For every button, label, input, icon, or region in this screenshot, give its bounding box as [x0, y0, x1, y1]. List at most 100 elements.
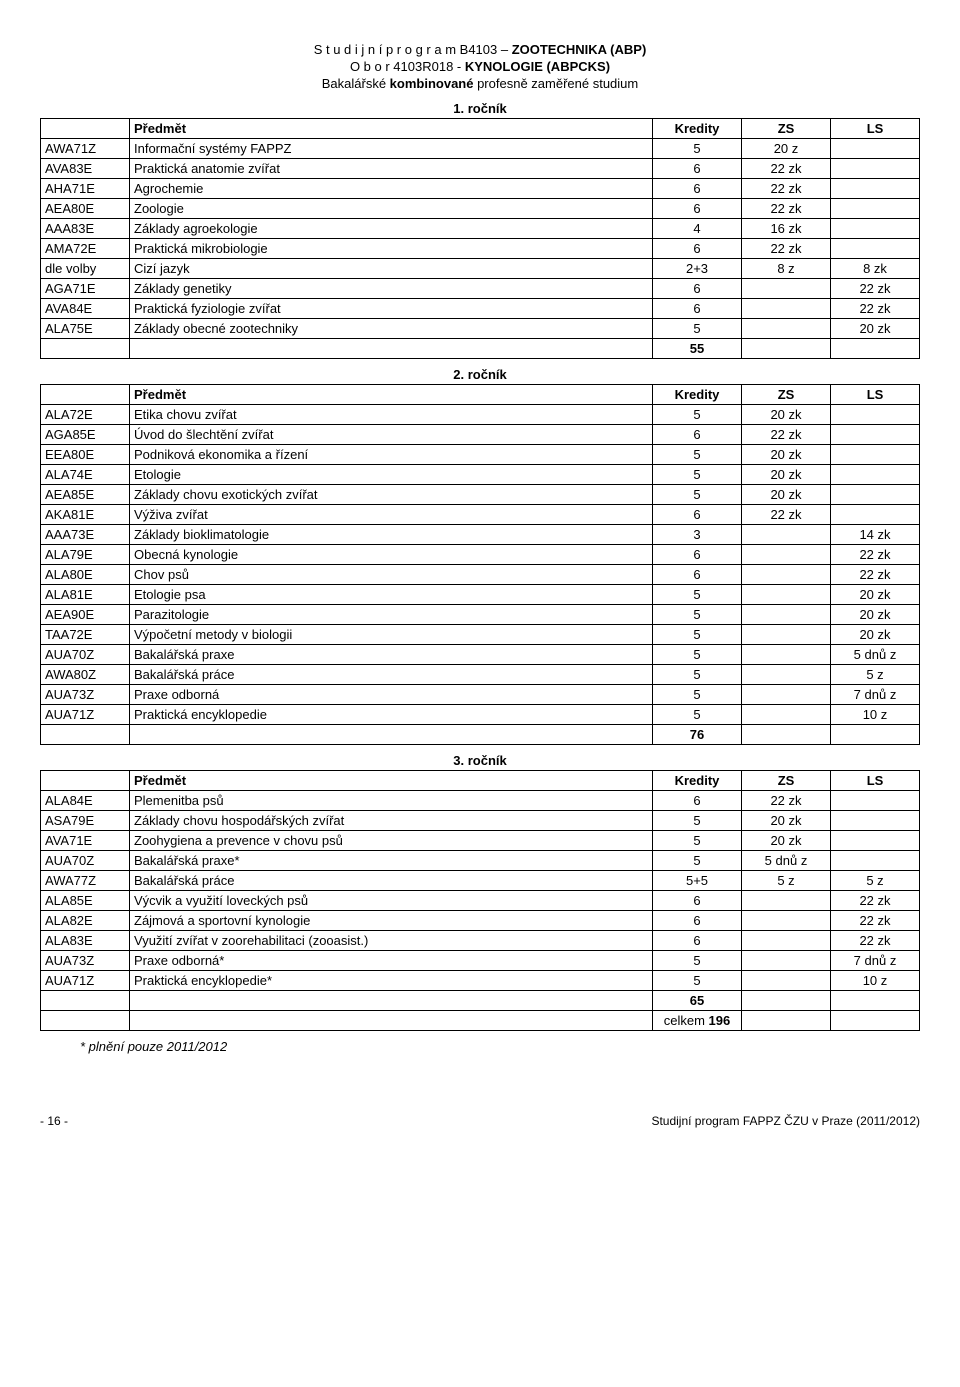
- table-cell: 22 zk: [742, 505, 831, 525]
- grand-total-label: celkem: [664, 1013, 709, 1028]
- footnote: * plnění pouze 2011/2012: [80, 1039, 920, 1054]
- table-header-row: Předmět Kredity ZS LS: [41, 119, 920, 139]
- table-cell: Výpočetní metody v biologii: [130, 625, 653, 645]
- table-row: AUA73ZPraxe odborná*57 dnů z: [41, 951, 920, 971]
- table-row: ALA81EEtologie psa520 zk: [41, 585, 920, 605]
- table-cell: [831, 405, 920, 425]
- table-cell: 6: [653, 299, 742, 319]
- table-row: AAA73EZáklady bioklimatologie314 zk: [41, 525, 920, 545]
- table-cell: Zoologie: [130, 199, 653, 219]
- table-cell: 6: [653, 159, 742, 179]
- table-cell: [831, 851, 920, 871]
- table-row: AVA83EPraktická anatomie zvířat622 zk: [41, 159, 920, 179]
- table-cell: 5: [653, 605, 742, 625]
- table-cell: EEA80E: [41, 445, 130, 465]
- table-cell: AUA73Z: [41, 951, 130, 971]
- table-row: AUA73ZPraxe odborná57 dnů z: [41, 685, 920, 705]
- table-cell: AVA84E: [41, 299, 130, 319]
- col-ls-header: LS: [831, 119, 920, 139]
- table-cell: 5: [653, 705, 742, 725]
- table-cell: 6: [653, 791, 742, 811]
- table-cell: 10 z: [831, 971, 920, 991]
- header-line2-prefix: O b o r 4103R018 -: [350, 59, 465, 74]
- table-cell: [831, 791, 920, 811]
- page-footer: - 16 - Studijní program FAPPZ ČZU v Praz…: [40, 1114, 920, 1128]
- table-cell: 22 zk: [831, 565, 920, 585]
- table-cell: Základy agroekologie: [130, 219, 653, 239]
- table-row: AWA71ZInformační systémy FAPPZ520 z: [41, 139, 920, 159]
- table-cell: AVA83E: [41, 159, 130, 179]
- table-cell: Výcvik a využití loveckých psů: [130, 891, 653, 911]
- document-header: S t u d i j n í p r o g r a m B4103 – ZO…: [40, 42, 920, 91]
- table-cell: Etologie: [130, 465, 653, 485]
- table-cell: [742, 705, 831, 725]
- table-cell: AVA71E: [41, 831, 130, 851]
- table-cell: 5: [653, 405, 742, 425]
- table-cell: 16 zk: [742, 219, 831, 239]
- table-cell: [742, 931, 831, 951]
- table-cell: [742, 279, 831, 299]
- table-header-row: Předmět Kredity ZS LS: [41, 771, 920, 791]
- table-cell: 20 z: [742, 139, 831, 159]
- table-cell: 7 dnů z: [831, 951, 920, 971]
- table-cell: 8 z: [742, 259, 831, 279]
- year1-total: 55: [653, 339, 742, 359]
- table-cell: Výživa zvířat: [130, 505, 653, 525]
- table-cell: AGA85E: [41, 425, 130, 445]
- table-header-row: Předmět Kredity ZS LS: [41, 385, 920, 405]
- col-code-header: [41, 385, 130, 405]
- table-cell: 20 zk: [742, 465, 831, 485]
- table-cell: ALA82E: [41, 911, 130, 931]
- table-row: AVA84EPraktická fyziologie zvířat622 zk: [41, 299, 920, 319]
- table-cell: 22 zk: [742, 425, 831, 445]
- table-cell: AUA70Z: [41, 851, 130, 871]
- header-line3-b: kombinované: [390, 76, 474, 91]
- table-cell: Praxe odborná: [130, 685, 653, 705]
- table-cell: Úvod do šlechtění zvířat: [130, 425, 653, 445]
- table-cell: Praktická anatomie zvířat: [130, 159, 653, 179]
- table-cell: AEA85E: [41, 485, 130, 505]
- table-cell: [831, 179, 920, 199]
- table-cell: Zoohygiena a prevence v chovu psů: [130, 831, 653, 851]
- table-cell: AWA80Z: [41, 665, 130, 685]
- table-cell: Praktická encyklopedie*: [130, 971, 653, 991]
- table-cell: 20 zk: [742, 485, 831, 505]
- table-cell: Základy bioklimatologie: [130, 525, 653, 545]
- year1-total-row: 55: [41, 339, 920, 359]
- table-cell: 8 zk: [831, 259, 920, 279]
- table-cell: 14 zk: [831, 525, 920, 545]
- table-cell: [831, 465, 920, 485]
- table-row: dle volbyCizí jazyk2+38 z8 zk: [41, 259, 920, 279]
- year2-table: Předmět Kredity ZS LS ALA72EEtika chovu …: [40, 384, 920, 745]
- table-cell: Plemenitba psů: [130, 791, 653, 811]
- col-zs-header: ZS: [742, 385, 831, 405]
- table-cell: 6: [653, 279, 742, 299]
- table-cell: dle volby: [41, 259, 130, 279]
- year1-table: Předmět Kredity ZS LS AWA71ZInformační s…: [40, 118, 920, 359]
- table-row: AAA83EZáklady agroekologie416 zk: [41, 219, 920, 239]
- table-cell: [742, 625, 831, 645]
- table-cell: AMA72E: [41, 239, 130, 259]
- table-cell: ALA72E: [41, 405, 130, 425]
- table-cell: Základy obecné zootechniky: [130, 319, 653, 339]
- table-cell: [831, 425, 920, 445]
- table-cell: Základy chovu hospodářských zvířat: [130, 811, 653, 831]
- table-cell: [831, 159, 920, 179]
- year3-table: Předmět Kredity ZS LS ALA84EPlemenitba p…: [40, 770, 920, 1031]
- table-row: AGA85EÚvod do šlechtění zvířat622 zk: [41, 425, 920, 445]
- col-zs-header: ZS: [742, 771, 831, 791]
- table-cell: AEA80E: [41, 199, 130, 219]
- table-cell: 5 z: [831, 871, 920, 891]
- table-row: TAA72EVýpočetní metody v biologii520 zk: [41, 625, 920, 645]
- table-cell: 5: [653, 485, 742, 505]
- table-cell: Etologie psa: [130, 585, 653, 605]
- table-cell: 10 z: [831, 705, 920, 725]
- table-row: ALA79EObecná kynologie622 zk: [41, 545, 920, 565]
- table-cell: [742, 319, 831, 339]
- table-cell: AUA71Z: [41, 971, 130, 991]
- table-row: AWA77ZBakalářská práce5+55 z5 z: [41, 871, 920, 891]
- header-line-2: O b o r 4103R018 - KYNOLOGIE (ABPCKS): [40, 59, 920, 74]
- table-cell: 5: [653, 665, 742, 685]
- table-cell: 22 zk: [742, 199, 831, 219]
- table-cell: ALA75E: [41, 319, 130, 339]
